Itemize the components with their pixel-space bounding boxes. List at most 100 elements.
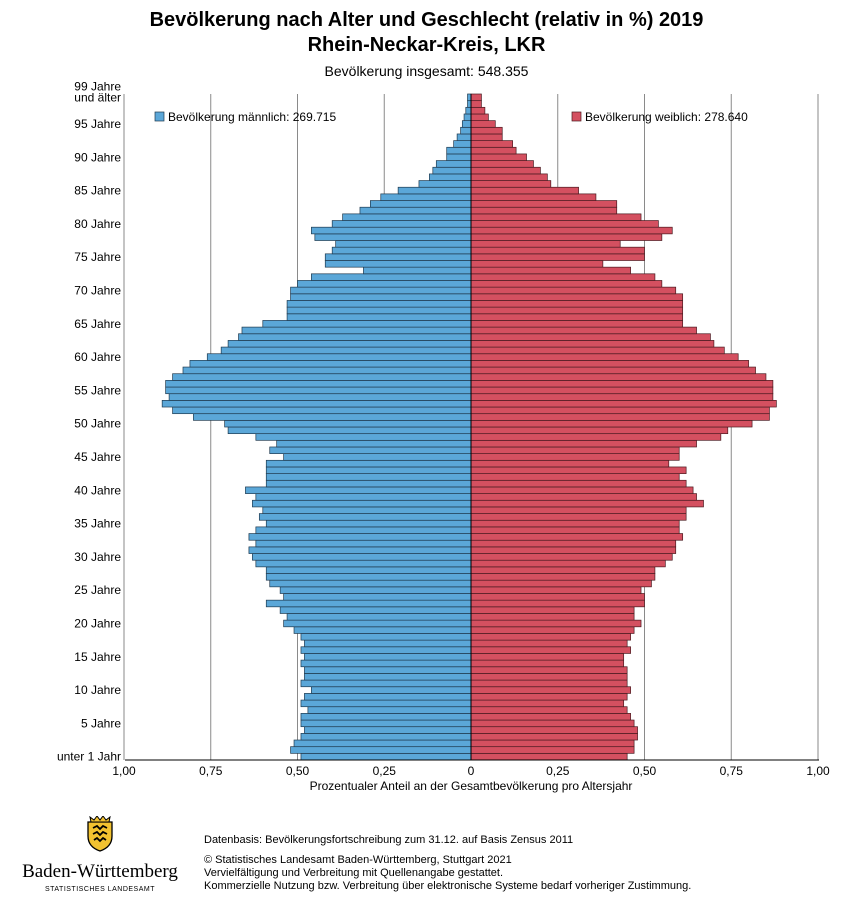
footer-commercial-note: Kommerzielle Nutzung bzw. Verbreitung üb…: [204, 880, 692, 892]
bar-female: [470, 493, 697, 501]
bar-male: [418, 180, 472, 188]
bar-female: [470, 360, 749, 368]
bar-male: [286, 613, 472, 621]
bar-male: [300, 679, 472, 688]
bar-female: [470, 486, 694, 494]
bar-female: [470, 213, 642, 221]
bar-female: [470, 393, 774, 401]
bar-female: [470, 200, 618, 208]
bar-female: [470, 726, 638, 734]
bar-female: [470, 373, 767, 381]
bar-female: [470, 386, 774, 395]
bar-female: [470, 260, 604, 268]
bar-male: [463, 113, 472, 121]
bar-male: [304, 653, 472, 661]
population-pyramid-chart: 1,00 0,75 0,50 0,25 0 0,25 0,50 0,75 1,00 Prozent…: [57, 79, 830, 793]
bar-male: [307, 706, 472, 714]
bar-male: [465, 106, 472, 115]
y-tick-label: 90 Jahre: [74, 150, 121, 164]
y-tick-label: 80 Jahre: [74, 217, 121, 231]
bar-female: [470, 573, 656, 581]
x-tick-label: 0,50: [286, 764, 310, 778]
bar-male: [165, 380, 472, 388]
bar-male: [311, 226, 472, 235]
bar-male: [324, 253, 472, 261]
bar-female: [470, 366, 756, 375]
bar-male: [324, 260, 472, 268]
bar-male: [290, 286, 472, 295]
y-tick-label: 5 Jahre: [81, 716, 121, 730]
bar-male: [265, 599, 472, 608]
bar-male: [258, 513, 472, 521]
bar-male: [293, 739, 472, 748]
y-tick-label: 25 Jahre: [74, 583, 121, 597]
bar-male: [269, 579, 472, 588]
y-tick-label: 60 Jahre: [74, 350, 121, 364]
logo-name: Baden-Württemberg: [22, 861, 178, 882]
bar-male: [467, 93, 472, 102]
footer-source: Datenbasis: Bevölkerungsfortschreibung z…: [204, 834, 574, 846]
y-tick-label: 55 Jahre: [74, 383, 121, 397]
bar-male: [297, 280, 472, 288]
bar-female: [470, 706, 628, 714]
bar-female: [470, 666, 628, 674]
bar-female: [470, 426, 729, 435]
bar-female: [470, 266, 631, 275]
bar-female: [470, 433, 722, 441]
bar-male: [331, 220, 472, 228]
bar-male: [304, 693, 472, 701]
bar-female: [470, 733, 638, 741]
y-tick-label: 40 Jahre: [74, 483, 121, 497]
bar-male: [269, 446, 472, 454]
bar-male: [161, 400, 472, 408]
bar-male: [456, 133, 472, 141]
bar-female: [470, 246, 645, 255]
bar-female: [470, 566, 656, 574]
bar-male: [255, 526, 472, 534]
bar-male: [265, 479, 472, 488]
bar-female: [470, 226, 673, 235]
bar-male: [304, 726, 472, 734]
bar-male: [342, 213, 472, 221]
bar-male: [293, 626, 472, 634]
bar-female: [470, 526, 680, 534]
bar-male: [276, 439, 472, 448]
bar-female: [470, 346, 725, 355]
bar-female: [470, 186, 579, 195]
bar-male: [168, 393, 472, 401]
bar-female: [470, 419, 753, 428]
bar-male: [446, 153, 472, 161]
bar-female: [470, 453, 680, 461]
bar-female: [470, 380, 774, 388]
footer-reuse-note: Vervielfältigung und Verbreitung mit Que…: [204, 867, 504, 879]
bar-female: [470, 546, 677, 554]
legend-swatch-female: [571, 111, 582, 122]
y-tick-label: 99 Jahre und älter: [74, 79, 121, 104]
bar-male: [206, 353, 472, 361]
bar-female: [470, 459, 670, 468]
bar-male: [224, 419, 472, 428]
bar-male: [172, 406, 472, 415]
chart-subtitle: Bevölkerung insgesamt: 548.355: [324, 63, 529, 79]
bar-female: [470, 639, 628, 648]
bar-male: [363, 266, 472, 275]
bar-female: [470, 626, 635, 634]
bar-female: [470, 752, 628, 761]
bar-female: [470, 506, 687, 514]
bar-male: [279, 586, 472, 594]
bar-female: [470, 126, 503, 135]
bar-female: [470, 559, 666, 568]
bar-male: [182, 366, 472, 375]
bar-male: [335, 240, 472, 248]
bar-male: [172, 373, 472, 381]
bar-female: [470, 406, 770, 415]
bar-male: [314, 233, 472, 241]
bar-male: [380, 193, 472, 201]
bar-male: [265, 566, 472, 574]
bar-female: [470, 513, 687, 521]
bar-female: [470, 439, 697, 448]
bar-female: [470, 673, 628, 681]
bar-male: [283, 593, 472, 601]
y-tick-label: 95 Jahre: [74, 117, 121, 131]
bar-female: [470, 679, 628, 688]
